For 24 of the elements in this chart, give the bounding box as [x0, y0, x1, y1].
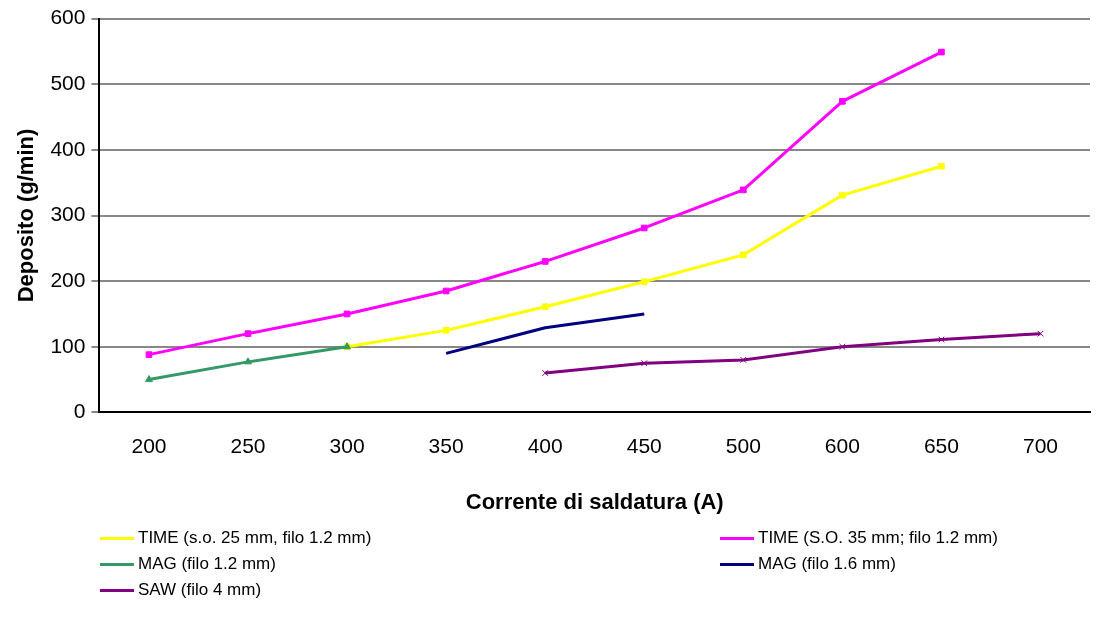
x-tick-label: 600: [824, 433, 860, 457]
y-tick-label: 300: [50, 202, 86, 226]
x-tick-label: 350: [428, 433, 464, 457]
y-axis-title: Deposito (g/min): [13, 128, 39, 303]
x-tick-label: 250: [230, 433, 266, 457]
x-tick-label: 700: [1022, 433, 1058, 457]
legend-label: TIME (s.o. 25 mm, filo 1.2 mm): [138, 528, 372, 548]
legend-label: SAW (filo 4 mm): [138, 580, 262, 600]
y-tick-label: 400: [50, 136, 86, 160]
x-tick-label: 650: [923, 433, 959, 457]
legend-label: TIME (S.O. 35 mm; filo 1.2 mm): [758, 528, 998, 548]
x-tick-label: 400: [527, 433, 563, 457]
x-axis-title: Corrente di saldatura (A): [465, 488, 724, 514]
legend-label: MAG (filo 1.6 mm): [758, 554, 896, 574]
y-tick-label: 500: [50, 71, 86, 95]
x-tick-label: 200: [131, 433, 167, 457]
y-tick-label: 600: [50, 5, 86, 29]
y-tick-label: 100: [50, 333, 86, 357]
y-tick-label: 0: [73, 399, 86, 423]
x-tick-label: 300: [329, 433, 365, 457]
legend-label: MAG (filo 1.2 mm): [138, 554, 276, 574]
x-tick-label: 450: [626, 433, 662, 457]
x-tick-label: 500: [725, 433, 761, 457]
y-tick-label: 200: [50, 267, 86, 291]
